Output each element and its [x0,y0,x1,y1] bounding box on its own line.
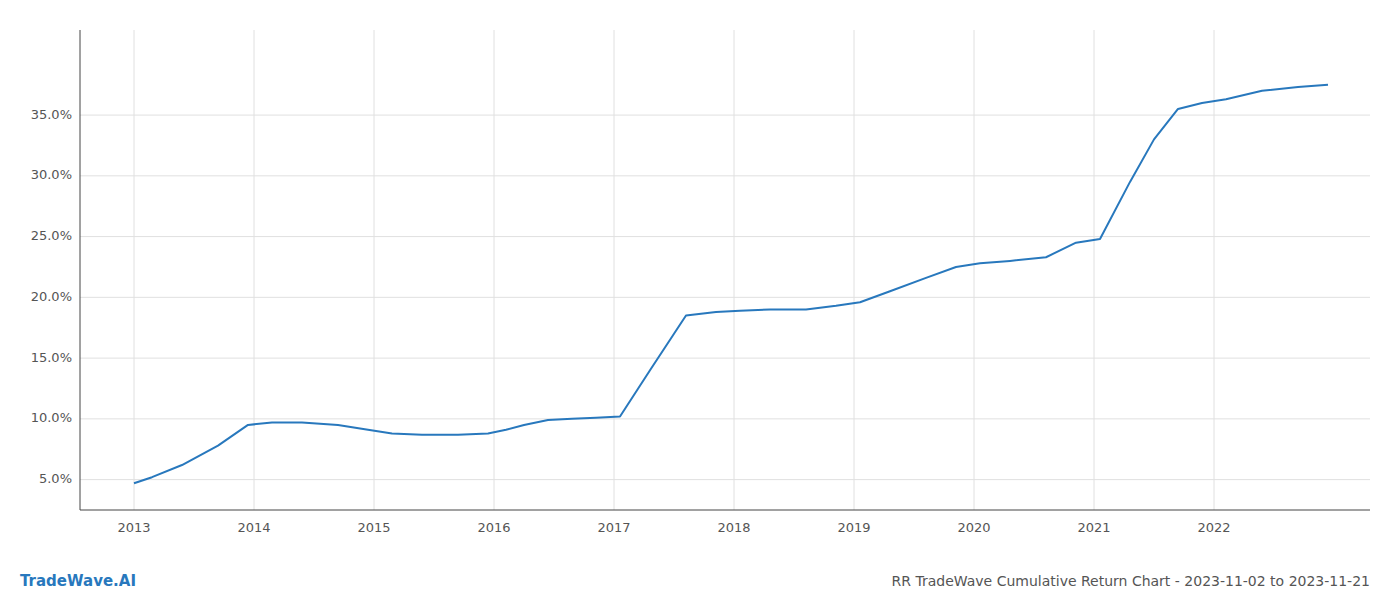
x-tick-label: 2016 [477,520,510,535]
y-grid-line [80,479,1370,480]
y-tick-label: 15.0% [31,350,72,365]
x-tick-label: 2013 [117,520,150,535]
y-tick-label: 35.0% [31,107,72,122]
title: RR TradeWave Cumulative Return Chart - 2… [892,573,1370,589]
x-grid-line [134,30,135,510]
x-tick-label: 2017 [597,520,630,535]
x-tick-label: 2020 [957,520,990,535]
x-grid-line [1094,30,1095,510]
grid [80,30,1370,510]
y-axis-line [80,30,81,510]
x-grid-line [974,30,975,510]
x-grid-line [854,30,855,510]
x-tick-label: 2019 [837,520,870,535]
y-grid-line [80,236,1370,237]
x-axis-line [80,510,1370,511]
x-grid-line [614,30,615,510]
x-grid-line [734,30,735,510]
y-tick-label: 30.0% [31,167,72,182]
x-tick-label: 2018 [717,520,750,535]
y-grid-line [80,175,1370,176]
line [134,85,1328,484]
y-grid-line [80,297,1370,298]
x-tick-label: 2015 [357,520,390,535]
plot-area [134,85,1328,484]
y-tick-label: 10.0% [31,410,72,425]
y-tick-label: 20.0% [31,289,72,304]
chart: 5.0% 10.0% 15.0% 20.0% 25.0% 30.0% 35.0% 2013 20… [0,0,1400,600]
y-tick-label: 5.0% [39,471,72,486]
x-grid-line [374,30,375,510]
y-grid-line [80,115,1370,116]
x-tick-label: 2021 [1077,520,1110,535]
y-grid-line [80,358,1370,359]
x-tick-label: 2014 [237,520,270,535]
y-tick-label: 25.0% [31,228,72,243]
x-tick-label: 2022 [1197,520,1230,535]
watermark: TradeWave.AI [20,572,136,590]
y-grid-line [80,418,1370,419]
x-grid-line [494,30,495,510]
x-grid-line [254,30,255,510]
axes: 5.0% 10.0% 15.0% 20.0% 25.0% 30.0% 35.0% 2013 20… [31,30,1370,535]
